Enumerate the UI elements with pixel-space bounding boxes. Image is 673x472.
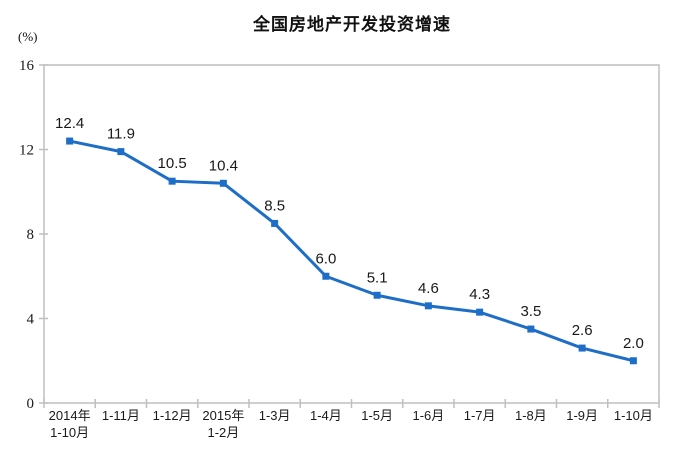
data-point-marker bbox=[117, 148, 125, 156]
data-point-label: 2.6 bbox=[572, 322, 593, 339]
data-point-marker bbox=[168, 177, 176, 185]
data-point-marker bbox=[424, 302, 432, 310]
data-line bbox=[69, 139, 634, 363]
x-tick-label: 1-10月 bbox=[614, 408, 653, 423]
data-point-marker bbox=[527, 325, 535, 333]
data-point-marker bbox=[66, 137, 74, 145]
x-tick-label: 1-12月 bbox=[153, 408, 192, 423]
data-point-label: 3.5 bbox=[520, 303, 541, 320]
chart-title: 全国房地产开发投资增速 bbox=[253, 15, 451, 34]
x-tick-label: 1-8月 bbox=[515, 408, 547, 423]
y-tick-label: 4 bbox=[27, 312, 35, 328]
data-point-marker bbox=[629, 357, 637, 365]
data-point-marker bbox=[373, 291, 381, 299]
data-point-label: 6.0 bbox=[315, 250, 336, 267]
y-tick-label: 0 bbox=[27, 396, 35, 412]
plot-area-border bbox=[43, 64, 660, 404]
data-point-label: 2.0 bbox=[623, 335, 644, 352]
data-point-label: 4.6 bbox=[418, 280, 439, 297]
x-tick-label: 1-9月 bbox=[566, 408, 598, 423]
x-tick-label: 1-4月 bbox=[310, 408, 342, 423]
data-point-marker bbox=[271, 219, 279, 227]
y-tick-label: 12 bbox=[19, 143, 34, 159]
data-point-marker bbox=[578, 344, 586, 352]
x-tick-label: 1-5月 bbox=[361, 408, 393, 423]
y-tick-label: 8 bbox=[27, 227, 35, 243]
data-point-label: 4.3 bbox=[469, 286, 490, 303]
x-tick-label: 1-7月 bbox=[464, 408, 496, 423]
x-tick-label: 1-3月 bbox=[259, 408, 291, 423]
data-point-label: 10.4 bbox=[209, 157, 238, 174]
data-point-marker bbox=[476, 308, 484, 316]
x-tick-label: 2014年 1-10月 bbox=[49, 408, 91, 440]
data-point-label: 12.4 bbox=[55, 115, 84, 132]
data-point-label: 8.5 bbox=[264, 197, 285, 214]
y-tick-label: 16 bbox=[19, 58, 35, 74]
data-point-label: 11.9 bbox=[107, 126, 135, 143]
data-point-label: 10.5 bbox=[158, 155, 187, 172]
x-tick-label: 1-11月 bbox=[102, 408, 140, 423]
x-tick-label: 2015年 1-2月 bbox=[202, 408, 244, 440]
data-point-marker bbox=[219, 179, 227, 187]
x-tick-label: 1-6月 bbox=[412, 408, 444, 423]
y-axis-unit-label: (%) bbox=[18, 29, 38, 44]
data-point-marker bbox=[322, 272, 330, 280]
data-point-label: 5.1 bbox=[367, 269, 388, 286]
